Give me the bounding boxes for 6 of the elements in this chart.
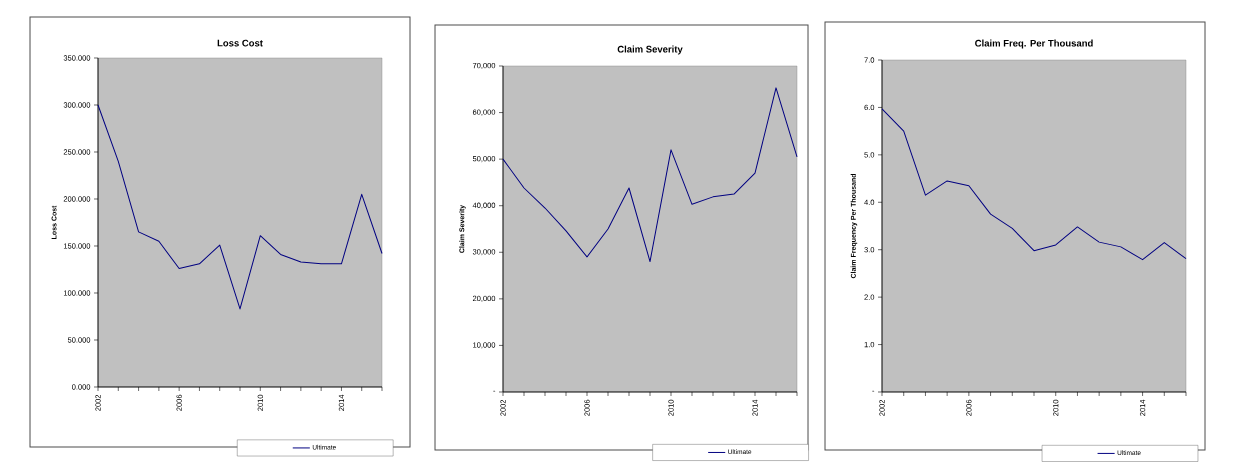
- chart-title: Claim Severity: [617, 45, 683, 55]
- line-series: [881, 108, 1187, 261]
- chart-title: Loss Cost: [217, 39, 263, 47]
- line-series: [502, 87, 798, 263]
- chart-title: Claim Freq. Per Thousand: [975, 39, 1093, 49]
- line-series: [97, 104, 383, 310]
